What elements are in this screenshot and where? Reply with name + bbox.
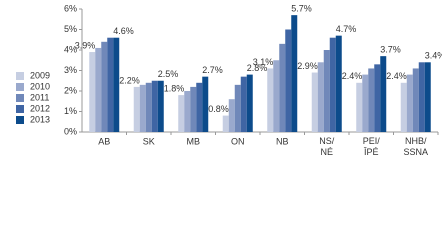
bar [196, 82, 203, 132]
value-label: 5.7% [291, 4, 312, 14]
legend-swatch [16, 94, 24, 102]
bar [311, 72, 318, 132]
y-tick-label: 6% [64, 3, 77, 13]
value-label: 2.4% [386, 71, 407, 81]
bar [222, 115, 229, 132]
bar [291, 15, 298, 132]
y-tick-label: 0% [64, 126, 77, 136]
bar [240, 76, 247, 132]
bar [267, 68, 274, 132]
bar [145, 82, 152, 132]
value-label: 2.9% [297, 61, 318, 71]
bar [234, 84, 241, 132]
y-tick-label: 3% [64, 65, 77, 75]
bar [285, 29, 292, 132]
legend-swatch [16, 72, 24, 80]
bar [202, 76, 209, 132]
bar [356, 82, 363, 132]
legend-label: 2010 [30, 81, 50, 91]
x-tick-label: NB [276, 136, 289, 146]
bar [151, 80, 158, 132]
value-label: 2.5% [158, 69, 179, 79]
y-tick-label: 1% [64, 106, 77, 116]
value-label: 1.8% [164, 83, 185, 93]
legend-swatch [16, 116, 24, 124]
bar [329, 37, 336, 133]
bar [424, 62, 431, 132]
legend-label: 2009 [30, 70, 50, 80]
bar [323, 50, 330, 132]
x-tick-label: MB [187, 136, 201, 146]
bar [184, 91, 191, 132]
legend-swatch [16, 105, 24, 113]
bar [317, 62, 324, 132]
value-label: 2.4% [342, 71, 363, 81]
value-label: 2.7% [202, 65, 223, 75]
legend-label: 2012 [30, 103, 50, 113]
bar [101, 41, 108, 132]
y-tick-label: 5% [64, 24, 77, 34]
value-label: 0.8% [208, 104, 229, 114]
x-tick-label: ON [231, 136, 245, 146]
bar [374, 64, 381, 132]
x-tick-label: NHB/SSNA [403, 136, 428, 157]
bar [273, 60, 280, 132]
chart: 0% 1% 2% 3% 4% 5% 6% AB 3.9% 4.6% SK 2.2% 2.5% MB 1.8%… [16, 3, 442, 157]
bar [279, 43, 286, 132]
y-tick-label: 2% [64, 85, 77, 95]
value-label: 4.6% [113, 26, 134, 36]
value-label: 4.7% [336, 24, 357, 34]
bar [400, 82, 407, 132]
bar [89, 52, 96, 132]
bar [133, 86, 140, 132]
legend-label: 2011 [30, 92, 49, 102]
bar [190, 86, 197, 132]
bar [113, 37, 120, 133]
bar [418, 62, 425, 132]
legend-swatch [16, 83, 24, 91]
bar [406, 74, 413, 132]
bar [95, 47, 102, 133]
x-tick-label: AB [98, 136, 110, 146]
value-label: 3.1% [253, 57, 274, 67]
y-tick-label: 4% [64, 44, 77, 54]
value-label: 3.7% [380, 45, 401, 55]
bar [335, 35, 342, 132]
value-label: 3.9% [75, 40, 96, 50]
bar [139, 84, 146, 132]
bar [157, 80, 164, 132]
bar [246, 74, 253, 132]
bar [178, 95, 185, 132]
value-label: 2.2% [119, 75, 140, 85]
bar [380, 56, 387, 132]
bar [107, 37, 114, 133]
x-tick-label: PEI/ÎPÉ [363, 136, 381, 157]
bar [228, 99, 235, 132]
bar [368, 68, 375, 132]
bar [412, 68, 419, 132]
x-tick-label: SK [143, 136, 155, 146]
value-label: 2.8% [247, 63, 268, 73]
value-label: 3.4% [425, 51, 442, 61]
bar [362, 74, 369, 132]
legend-label: 2013 [30, 114, 50, 124]
x-tick-label: NS/NÉ [319, 136, 335, 157]
